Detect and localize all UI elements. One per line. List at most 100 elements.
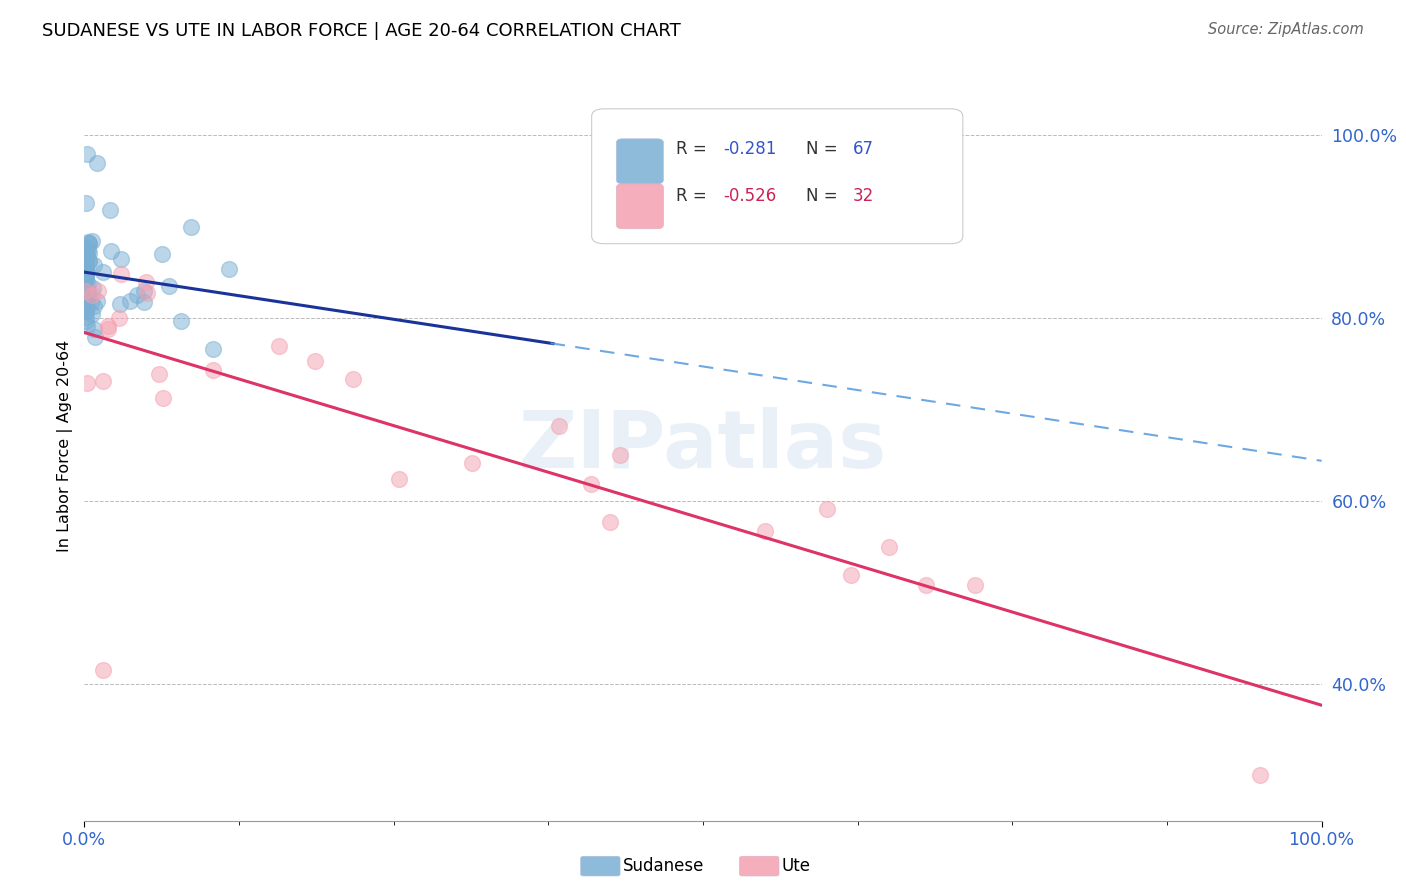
Text: -0.281: -0.281: [723, 140, 776, 158]
Point: [76, 297, 98, 311]
Text: SUDANESE VS UTE IN LABOR FORCE | AGE 20-64 CORRELATION CHART: SUDANESE VS UTE IN LABOR FORCE | AGE 20-…: [42, 22, 681, 40]
Point: [75, 265, 97, 279]
FancyBboxPatch shape: [616, 139, 664, 184]
Point: [148, 367, 170, 381]
Point: [76, 291, 98, 305]
Point: [134, 294, 156, 309]
Text: ZIPatlas: ZIPatlas: [519, 407, 887, 485]
Point: [75, 304, 97, 318]
Point: [77, 285, 100, 299]
Point: [75, 255, 97, 269]
Point: [75, 304, 97, 318]
Point: [75, 252, 97, 266]
Y-axis label: In Labor Force | Age 20-64: In Labor Force | Age 20-64: [58, 340, 73, 552]
Point: [77, 253, 100, 268]
Text: N =: N =: [806, 140, 842, 158]
Point: [965, 578, 987, 592]
Point: [75, 268, 97, 283]
Text: R =: R =: [676, 140, 711, 158]
Point: [76, 196, 98, 211]
Point: [75, 314, 97, 328]
Point: [80, 295, 103, 310]
FancyBboxPatch shape: [616, 184, 664, 228]
Point: [75, 285, 97, 300]
Point: [75, 268, 97, 282]
Text: N =: N =: [806, 187, 842, 205]
Point: [304, 354, 326, 368]
Point: [76, 239, 98, 253]
Point: [80, 234, 103, 248]
Point: [1249, 768, 1271, 782]
Point: [579, 477, 602, 491]
Point: [75, 272, 97, 286]
Point: [152, 391, 174, 405]
Point: [201, 343, 224, 357]
Point: [75, 247, 97, 261]
Point: [342, 372, 364, 386]
Text: 67: 67: [852, 140, 873, 158]
Point: [82, 307, 104, 321]
Point: [77, 235, 100, 250]
Point: [132, 284, 155, 298]
Point: [547, 418, 569, 433]
Point: [609, 448, 631, 462]
Point: [75, 248, 97, 262]
Point: [127, 288, 149, 302]
Point: [170, 314, 193, 328]
Text: -0.526: -0.526: [723, 187, 776, 205]
Text: Sudanese: Sudanese: [623, 857, 704, 875]
Point: [388, 472, 411, 486]
Point: [77, 236, 100, 251]
Point: [75, 300, 97, 314]
Text: 32: 32: [852, 187, 875, 205]
Point: [75, 268, 97, 282]
Point: [97, 319, 120, 334]
Point: [83, 330, 105, 344]
Point: [86, 284, 108, 298]
Text: Ute: Ute: [782, 857, 811, 875]
Point: [599, 515, 621, 529]
Point: [841, 567, 863, 582]
Point: [83, 299, 105, 313]
Text: Source: ZipAtlas.com: Source: ZipAtlas.com: [1208, 22, 1364, 37]
FancyBboxPatch shape: [592, 109, 963, 244]
Point: [100, 244, 122, 258]
Point: [83, 322, 105, 336]
Point: [79, 246, 101, 260]
Point: [136, 286, 159, 301]
Point: [75, 293, 97, 308]
Point: [83, 258, 105, 272]
Point: [91, 265, 114, 279]
Point: [86, 155, 108, 169]
Point: [75, 249, 97, 263]
Point: [107, 311, 129, 326]
Point: [75, 253, 97, 268]
Point: [75, 268, 97, 282]
Point: [202, 363, 225, 377]
Text: R =: R =: [676, 187, 711, 205]
Point: [75, 284, 97, 298]
Point: [77, 243, 100, 257]
Point: [75, 263, 97, 277]
Point: [180, 219, 202, 234]
Point: [82, 280, 104, 294]
Point: [75, 254, 97, 268]
Point: [98, 202, 121, 217]
Point: [118, 293, 141, 308]
Point: [150, 247, 173, 261]
Point: [76, 248, 98, 262]
Point: [75, 263, 97, 277]
Point: [76, 285, 98, 300]
Point: [267, 339, 290, 353]
Point: [218, 262, 240, 277]
Point: [82, 288, 104, 302]
Point: [754, 524, 776, 538]
Point: [75, 277, 97, 292]
Point: [91, 663, 114, 677]
Point: [815, 501, 838, 516]
Point: [877, 541, 900, 555]
Point: [75, 252, 97, 266]
Point: [75, 310, 97, 324]
Point: [461, 456, 484, 470]
Point: [76, 147, 98, 161]
